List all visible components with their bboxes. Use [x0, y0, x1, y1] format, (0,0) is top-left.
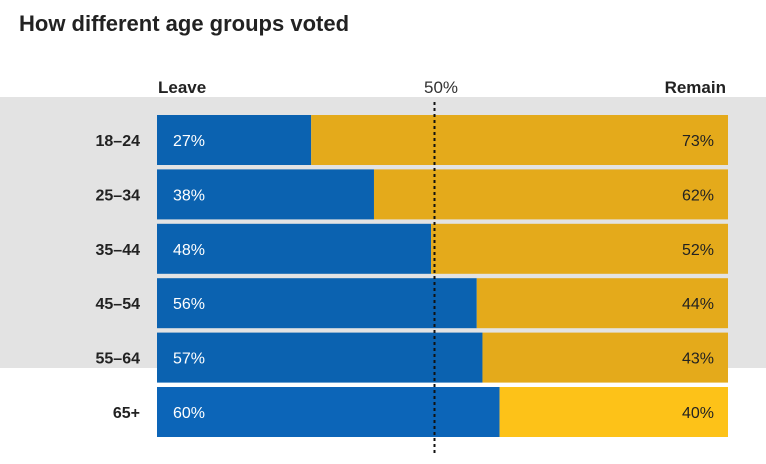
- remain-bar-6: [499, 387, 728, 437]
- category-label-2: 25–34: [96, 187, 141, 204]
- category-label-5: 55–64: [96, 351, 141, 368]
- category-label-6: 65+: [113, 405, 140, 422]
- remain-bar-3: [431, 223, 728, 274]
- leave-value-label-6: 60%: [173, 405, 205, 422]
- remain-bar-5: [482, 332, 728, 383]
- chart-title: How different age groups voted: [19, 11, 350, 36]
- leave-value-label-2: 38%: [173, 187, 205, 204]
- leave-bar-2: [157, 169, 374, 220]
- category-label-3: 35–44: [96, 242, 141, 259]
- remain-value-label-3: 52%: [682, 242, 714, 259]
- leave-bar-3: [157, 223, 432, 274]
- leave-value-label-5: 57%: [173, 351, 205, 368]
- leave-value-label-1: 27%: [173, 133, 205, 150]
- midpoint-label: 50%: [424, 78, 459, 97]
- remain-value-label-2: 62%: [682, 187, 714, 204]
- leave-value-label-4: 56%: [173, 296, 205, 313]
- leave-bar-4: [157, 278, 477, 329]
- remain-bar-4: [476, 278, 728, 329]
- remain-value-label-6: 40%: [682, 405, 714, 422]
- leave-bar-1: [157, 115, 312, 165]
- leave-bar-6: [157, 387, 500, 437]
- remain-bar-2: [373, 169, 728, 220]
- remain-bar-1: [311, 115, 728, 165]
- category-label-1: 18–24: [96, 133, 141, 150]
- remain-header: Remain: [664, 78, 726, 97]
- remain-value-label-5: 43%: [682, 351, 714, 368]
- leave-value-label-3: 48%: [173, 242, 205, 259]
- category-label-4: 45–54: [96, 296, 141, 313]
- remain-value-label-4: 44%: [682, 296, 714, 313]
- leave-header: Leave: [158, 78, 207, 97]
- leave-bar-5: [157, 332, 483, 383]
- remain-value-label-1: 73%: [682, 133, 714, 150]
